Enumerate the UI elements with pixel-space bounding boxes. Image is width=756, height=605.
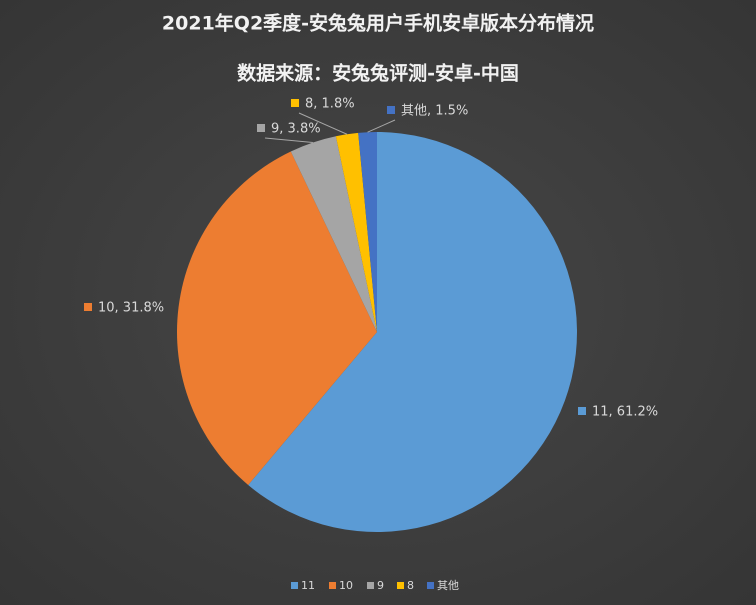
label-marker [291, 99, 299, 107]
chart-subtitle: 数据来源：安兔兔评测-安卓-中国 [237, 62, 519, 85]
legend-label: 8 [407, 579, 414, 592]
pie-slice [248, 132, 577, 532]
chart-title: 2021年Q2季度-安兔兔用户手机安卓版本分布情况 [162, 12, 594, 35]
legend-marker [367, 582, 374, 589]
pie-slice [290, 136, 377, 332]
legend-marker [329, 582, 336, 589]
pie-slice [335, 132, 377, 332]
pie-slice [177, 151, 377, 485]
legend-label: 10 [339, 579, 353, 592]
label-marker [578, 407, 586, 415]
pie-slice [358, 132, 377, 332]
legend-label: 11 [301, 579, 315, 592]
data-label: 9, 3.8% [271, 122, 321, 137]
data-label: 11, 61.2% [592, 405, 658, 420]
data-label: 其他, 1.5% [401, 104, 468, 119]
label-marker [257, 124, 265, 132]
legend-label: 9 [377, 579, 384, 592]
legend-label: 其他 [437, 579, 459, 592]
label-marker [387, 106, 395, 114]
leader-line [298, 112, 348, 135]
leader-line [367, 119, 396, 133]
legend-marker [427, 582, 434, 589]
data-label: 10, 31.8% [98, 301, 164, 316]
data-label: 8, 1.8% [305, 97, 355, 112]
legend-marker [291, 582, 298, 589]
leader-line [264, 137, 313, 144]
legend-marker [397, 582, 404, 589]
label-marker [84, 303, 92, 311]
